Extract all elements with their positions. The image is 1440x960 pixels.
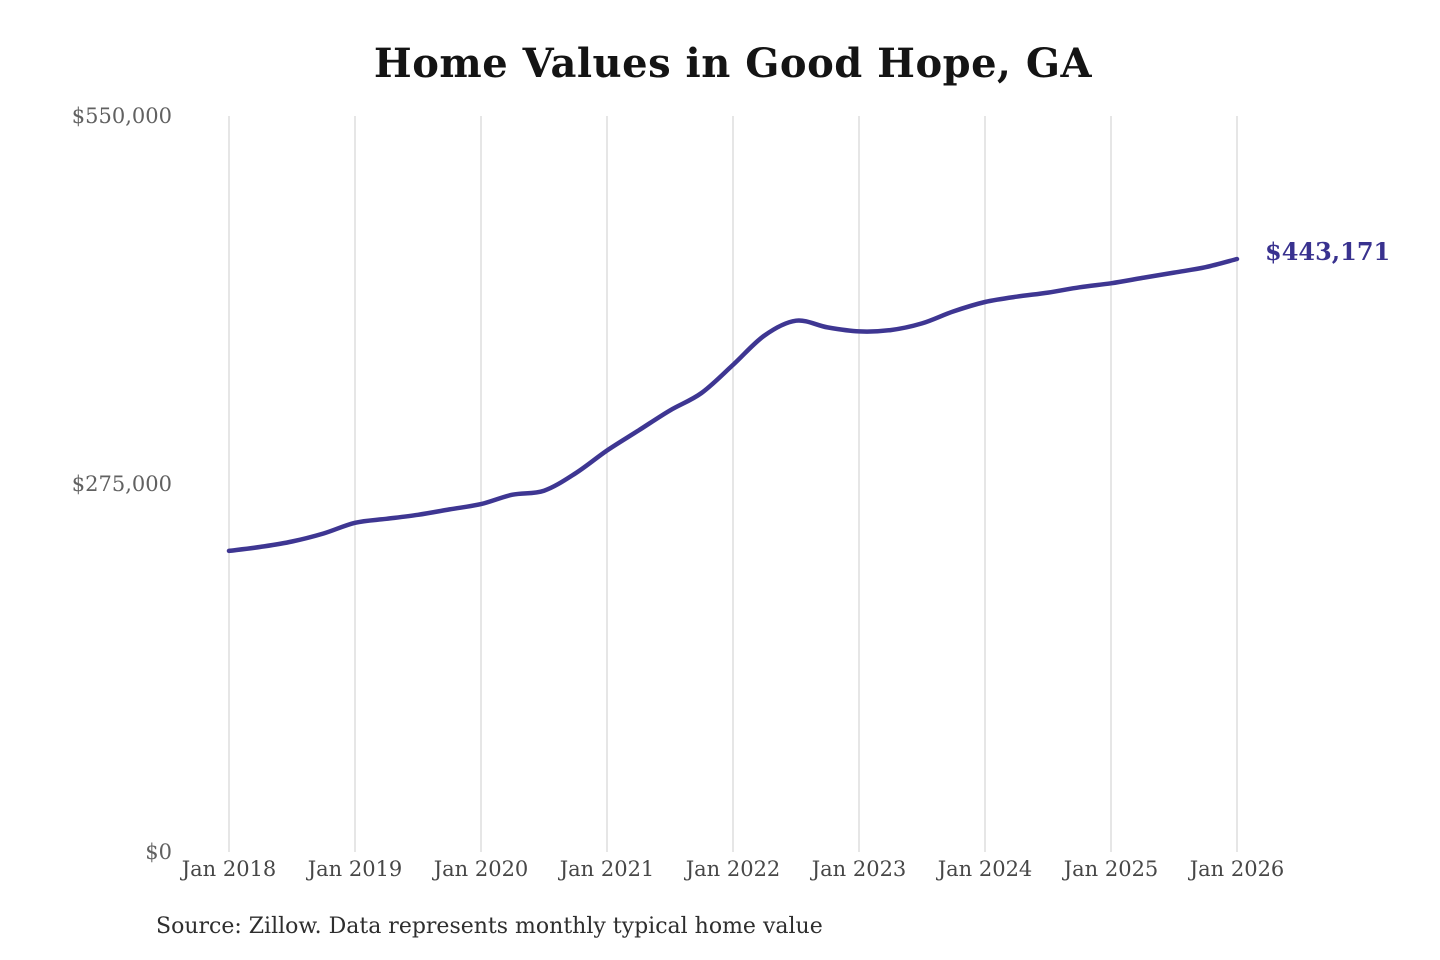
value-line (226, 256, 1240, 554)
gridlines (228, 116, 1238, 852)
x-tick-label: Jan 2018 (181, 857, 277, 881)
x-tick-label: Jan 2025 (1063, 857, 1159, 881)
x-tick-label: Jan 2024 (937, 857, 1033, 881)
x-tick-label: Jan 2019 (307, 857, 403, 881)
y-tick-label-550000: $550,000 (71, 104, 172, 128)
x-tick-label: Jan 2020 (433, 857, 529, 881)
x-tick-label: Jan 2021 (559, 857, 655, 881)
chart-title: Home Values in Good Hope, GA (373, 40, 1093, 87)
x-tick-label: Jan 2026 (1189, 857, 1285, 881)
end-value-label: $443,171 (1265, 236, 1391, 266)
source-note: Source: Zillow. Data represents monthly … (156, 914, 823, 939)
y-tick-label-0: $0 (145, 840, 172, 864)
x-tick-label: Jan 2023 (811, 857, 907, 881)
y-tick-label-275000: $275,000 (71, 472, 172, 496)
x-tick-label: Jan 2022 (685, 857, 781, 881)
